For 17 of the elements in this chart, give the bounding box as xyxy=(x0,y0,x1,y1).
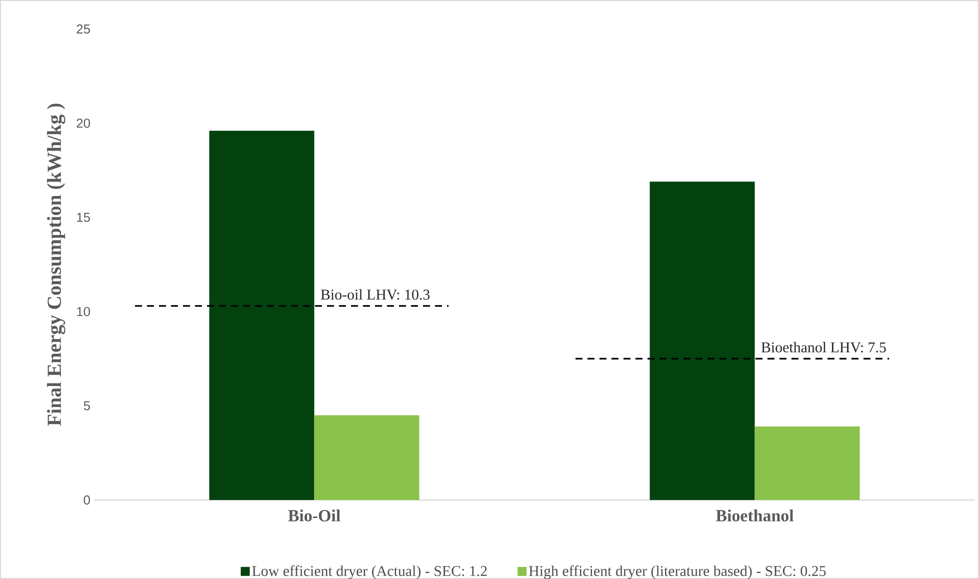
x-tick-label: Bio-Oil xyxy=(288,510,340,522)
bar xyxy=(314,415,420,500)
y-tick-label: 10 xyxy=(77,307,90,316)
bar xyxy=(209,130,314,500)
y-tick-label: 5 xyxy=(84,401,90,410)
legend-label: Low efficient dryer (Actual) - SEC: 1.2 xyxy=(252,565,487,579)
y-axis-title: Final Energy Consumption (kWh/kg ) xyxy=(47,104,66,426)
ref-line-label: Bioethanol LHV: 7.5 xyxy=(761,342,886,352)
bar xyxy=(754,426,860,500)
y-tick-label: 25 xyxy=(76,24,90,34)
legend-label: High efficient dryer (literature based) - SEC: 0.25 xyxy=(529,565,826,579)
bar xyxy=(650,182,755,500)
x-tick-label: Bioethanol xyxy=(716,510,794,522)
y-tick-label: 15 xyxy=(77,212,90,222)
y-tick-label: 20 xyxy=(76,118,90,128)
ref-line-label: Bio-oil LHV: 10.3 xyxy=(320,289,430,300)
y-tick-label: 0 xyxy=(84,495,90,505)
